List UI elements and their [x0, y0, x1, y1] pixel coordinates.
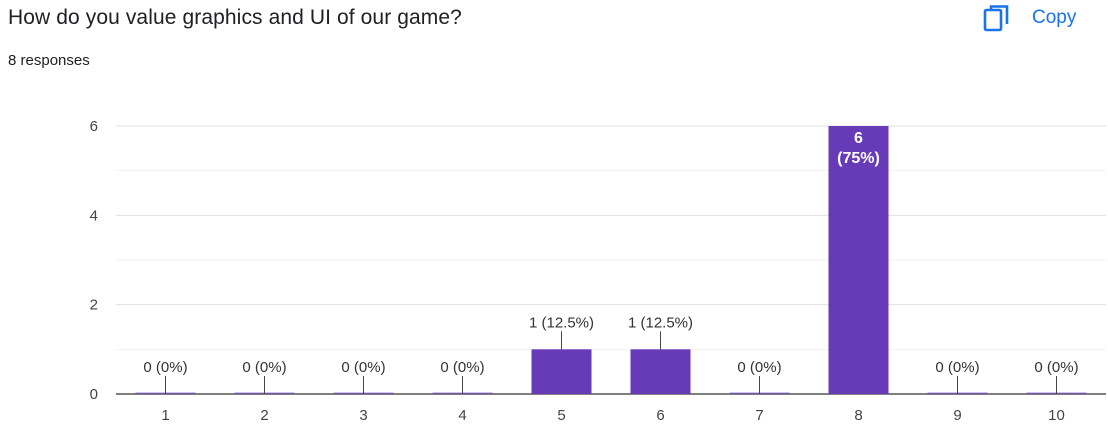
- x-tick-label: 1: [161, 407, 169, 424]
- copy-button-label: Copy: [1032, 7, 1077, 28]
- data-label: (75%): [837, 150, 880, 167]
- bar: [531, 349, 592, 394]
- x-tick-label: 2: [260, 407, 268, 424]
- data-label: 0 (0%): [242, 359, 286, 376]
- x-tick-label: 6: [656, 407, 664, 424]
- bar: [630, 349, 691, 394]
- data-label: 0 (0%): [440, 359, 484, 376]
- x-tick-label: 5: [557, 407, 565, 424]
- x-tick-label: 10: [1048, 407, 1065, 424]
- y-tick-label: 4: [90, 207, 98, 224]
- data-label: 1 (12.5%): [529, 314, 594, 331]
- data-label: 0 (0%): [737, 359, 781, 376]
- data-label: 1 (12.5%): [628, 314, 693, 331]
- x-tick-label: 7: [755, 407, 763, 424]
- y-tick-label: 2: [90, 297, 98, 314]
- data-label: 0 (0%): [935, 359, 979, 376]
- bar: [828, 126, 889, 394]
- data-label: 0 (0%): [341, 359, 385, 376]
- data-label: 0 (0%): [143, 359, 187, 376]
- y-tick-label: 6: [90, 118, 98, 135]
- data-label: 0 (0%): [1034, 359, 1078, 376]
- x-tick-label: 8: [854, 407, 862, 424]
- x-tick-label: 4: [458, 407, 466, 424]
- data-label: 6: [854, 130, 863, 147]
- question-title: How do you value graphics and UI of our …: [8, 6, 462, 29]
- x-tick-label: 9: [953, 407, 961, 424]
- response-count: 8 responses: [8, 52, 90, 69]
- y-tick-label: 0: [90, 386, 98, 403]
- x-tick-label: 3: [359, 407, 367, 424]
- copy-icon: [983, 5, 1009, 32]
- copy-button[interactable]: Copy: [978, 0, 1100, 36]
